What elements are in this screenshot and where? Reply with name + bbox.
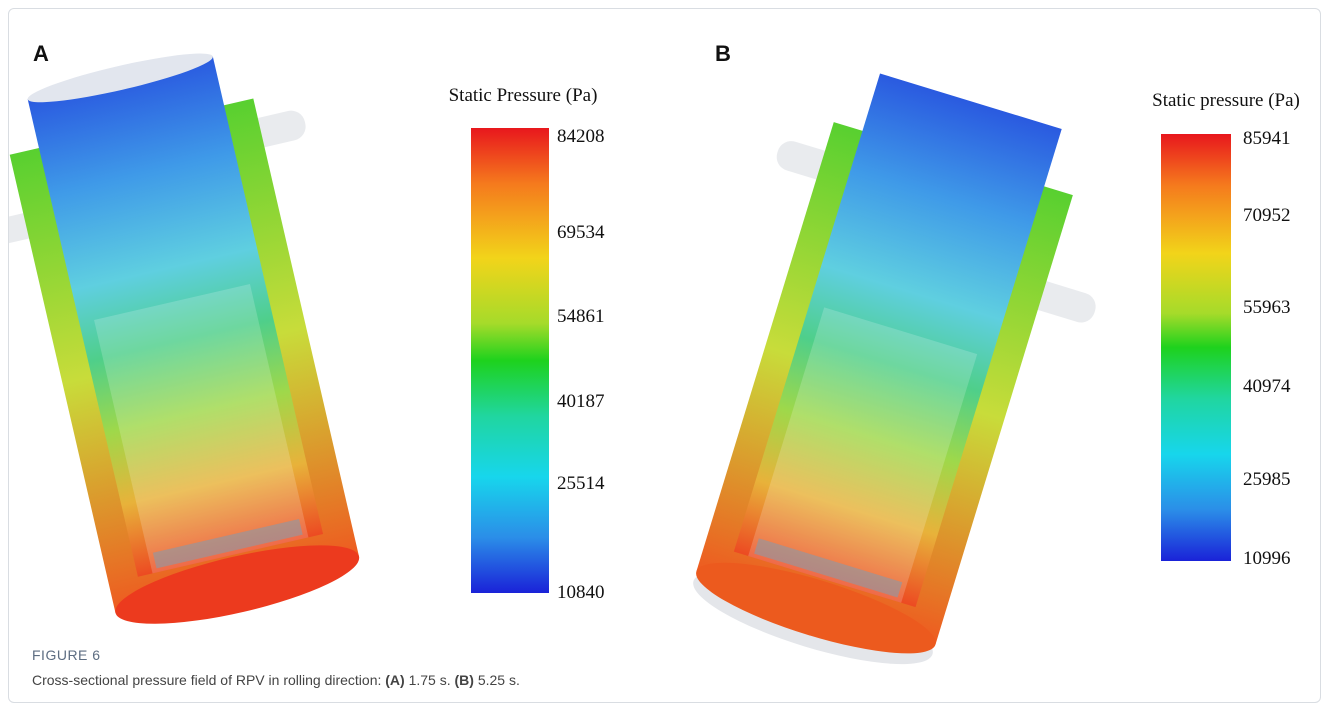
colorbar-tick-label: 40187: [557, 391, 605, 412]
colorbar-tick-label: 85941: [1243, 128, 1291, 149]
colorbar-title: Static Pressure (Pa): [449, 85, 598, 106]
caption-label: FIGURE 6: [32, 647, 101, 663]
caption-text: (A): [385, 672, 404, 688]
colorbar-tick-label: 70952: [1243, 205, 1291, 226]
figure: A Static Pressure (Pa) 84208 69534 54861 4018…: [8, 8, 1321, 703]
colorbar-tick-label: 10840: [557, 582, 605, 603]
caption-text: Cross-sectional pressure field of RPV in…: [32, 672, 385, 688]
colorbar-tick-label: 25985: [1243, 469, 1291, 490]
colorbar-tick-label: 84208: [557, 126, 605, 147]
colorbar-title: Static pressure (Pa): [1152, 90, 1300, 111]
vessel-a: [9, 28, 409, 648]
colorbar-tick-label: 10996: [1243, 548, 1291, 569]
caption-text: (B): [455, 672, 474, 688]
caption: Cross-sectional pressure field of RPV in…: [32, 672, 520, 688]
caption-text: 1.75 s.: [405, 672, 455, 688]
panel-label: B: [715, 41, 731, 66]
colorbar-tick-label: 69534: [557, 222, 605, 243]
caption-text: 5.25 s.: [474, 672, 520, 688]
colorbar-tick-label: 40974: [1243, 376, 1291, 397]
colorbar: [1161, 134, 1231, 561]
colorbar-tick-label: 25514: [557, 473, 605, 494]
figure-image: A Static Pressure (Pa) 84208 69534 54861 4018…: [9, 9, 1320, 702]
colorbar: [471, 128, 549, 593]
colorbar-tick-label: 54861: [557, 306, 605, 327]
panel-label: A: [33, 41, 49, 66]
vessel-b: [642, 52, 1143, 699]
colorbar-tick-label: 55963: [1243, 297, 1291, 318]
